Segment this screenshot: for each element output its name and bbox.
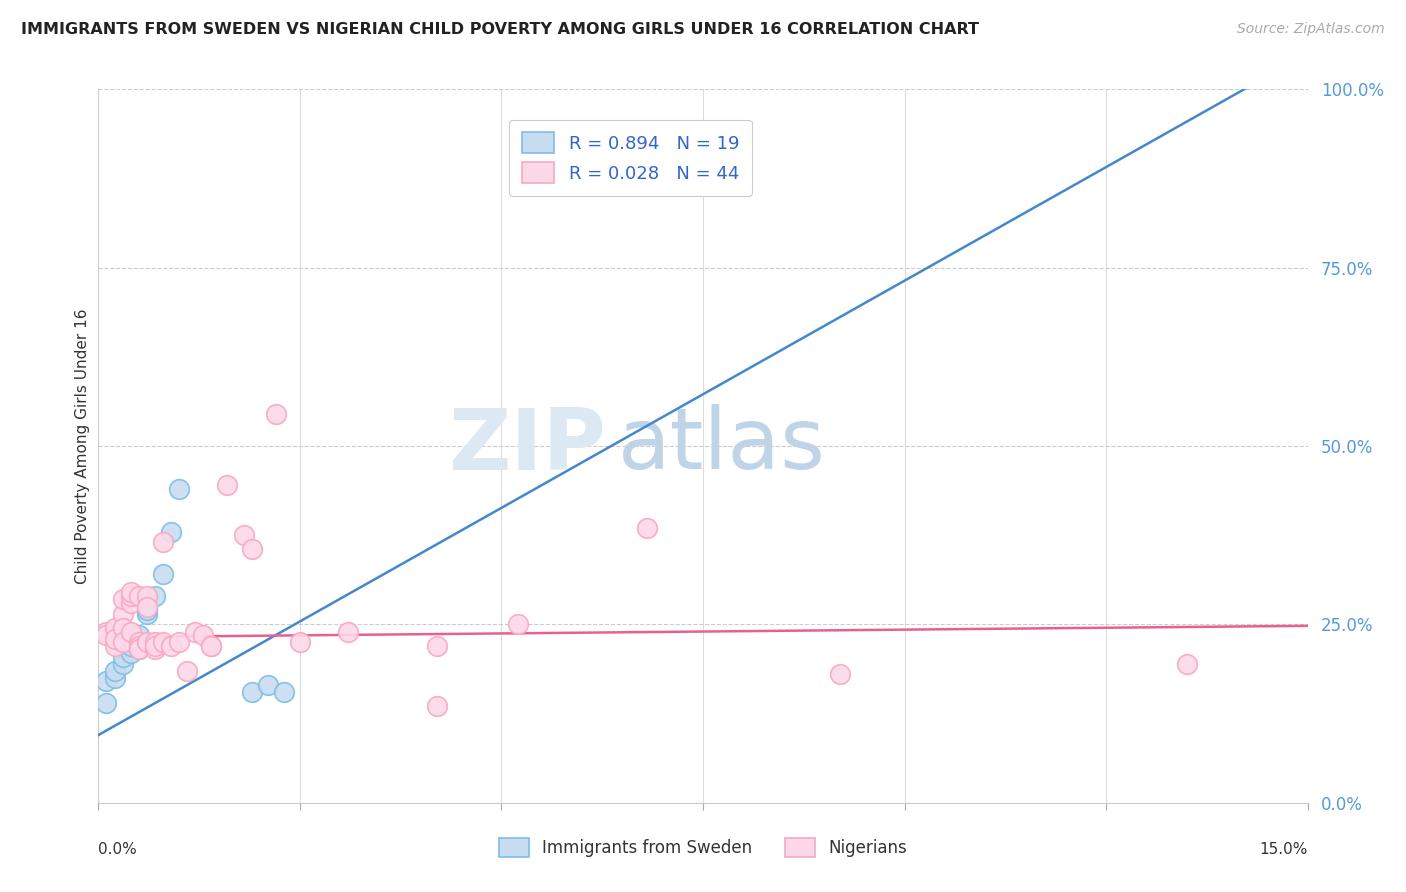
Point [96,696,118,710]
Point [167,635,190,649]
Point [96,628,118,642]
Point [120,624,142,639]
Legend: Immigrants from Sweden, Nigerians: Immigrants from Sweden, Nigerians [491,830,915,866]
Point [264,407,287,421]
Point [160,524,183,539]
Point [232,528,254,542]
Point [135,607,157,621]
Point [135,635,157,649]
Point [152,535,174,549]
Point [143,635,166,649]
Point [426,699,449,714]
Point [143,639,166,653]
Point [135,589,157,603]
Point [828,667,851,681]
Text: 0.0%: 0.0% [98,842,138,857]
Point [103,632,125,646]
Point [111,621,134,635]
Point [152,567,174,582]
Point [200,639,222,653]
Text: atlas: atlas [619,404,827,488]
Point [96,624,118,639]
Point [111,657,134,671]
Point [240,685,263,699]
Point [143,642,166,657]
Point [337,624,360,639]
Point [120,639,142,653]
Point [506,617,529,632]
Point [426,639,449,653]
Text: 15.0%: 15.0% [1260,842,1308,857]
Point [120,585,142,599]
Point [128,639,150,653]
Point [636,521,658,535]
Point [120,589,142,603]
Point [143,589,166,603]
Point [160,639,183,653]
Point [120,646,142,660]
Point [111,592,134,607]
Point [240,542,263,557]
Point [120,596,142,610]
Point [256,678,278,692]
Point [128,642,150,657]
Point [1175,657,1198,671]
Point [103,664,125,678]
Point [111,635,134,649]
Text: ZIP: ZIP [449,404,606,488]
Point [128,642,150,657]
Point [96,674,118,689]
Point [111,649,134,664]
Text: IMMIGRANTS FROM SWEDEN VS NIGERIAN CHILD POVERTY AMONG GIRLS UNDER 16 CORRELATIO: IMMIGRANTS FROM SWEDEN VS NIGERIAN CHILD… [21,22,979,37]
Y-axis label: Child Poverty Among Girls Under 16: Child Poverty Among Girls Under 16 [75,309,90,583]
Point [103,621,125,635]
Point [128,635,150,649]
Text: Source: ZipAtlas.com: Source: ZipAtlas.com [1237,22,1385,37]
Point [128,628,150,642]
Point [184,624,207,639]
Point [103,639,125,653]
Point [200,639,222,653]
Point [152,635,174,649]
Point [111,607,134,621]
Point [128,589,150,603]
Point [288,635,311,649]
Point [217,478,239,492]
Point [167,482,190,496]
Point [135,599,157,614]
Point [176,664,198,678]
Point [135,603,157,617]
Point [273,685,295,699]
Point [103,671,125,685]
Point [193,628,215,642]
